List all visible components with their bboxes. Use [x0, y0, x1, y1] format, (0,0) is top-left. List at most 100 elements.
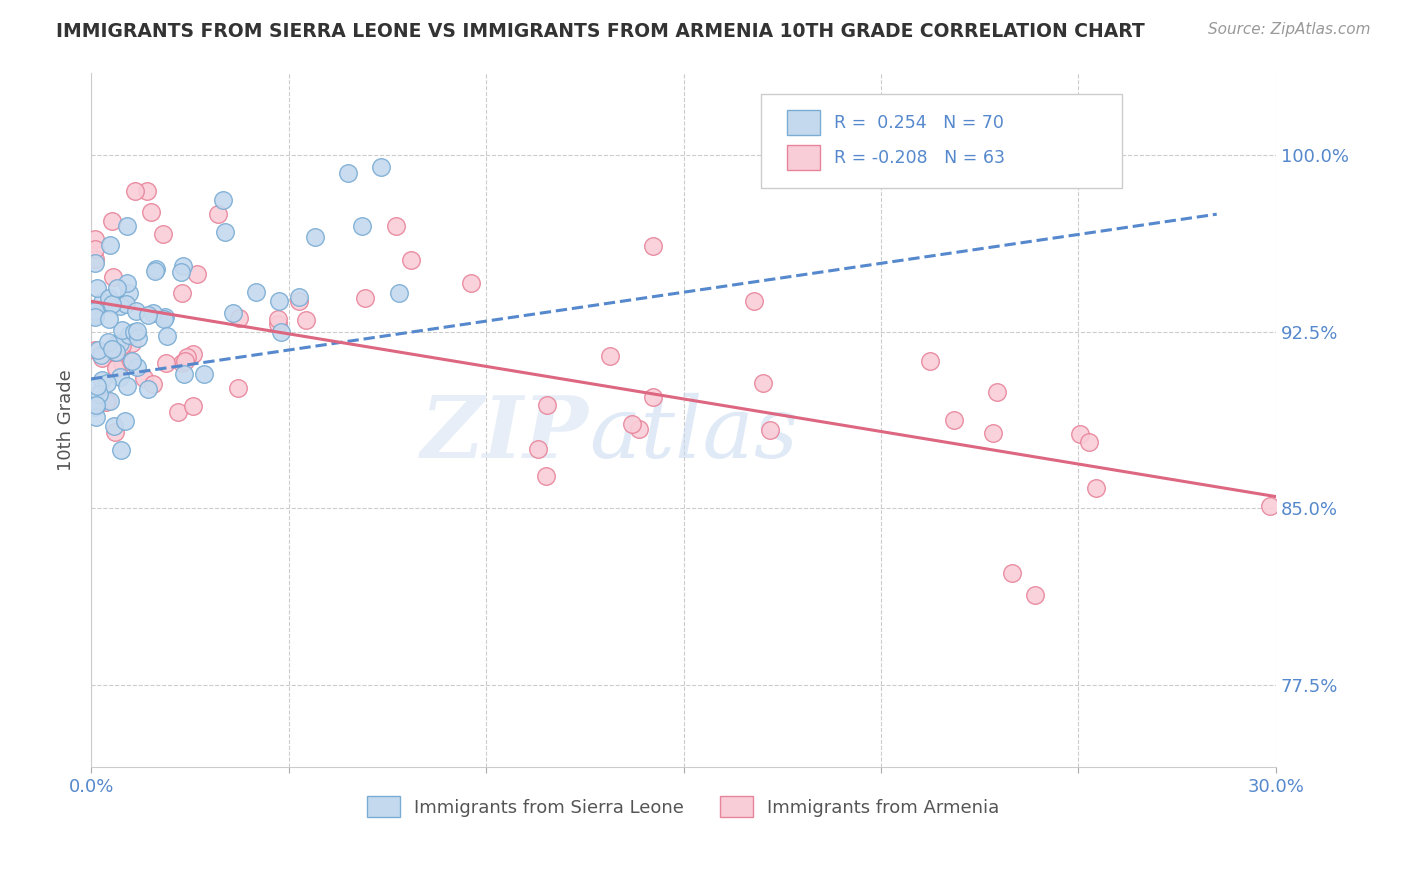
Point — [207, 207, 229, 221]
Point — [214, 226, 236, 240]
Point — [1069, 426, 1091, 441]
Point — [460, 277, 482, 291]
Point — [101, 297, 124, 311]
Point — [385, 219, 408, 233]
Point — [115, 219, 138, 234]
Point — [105, 337, 128, 351]
Point — [90, 351, 112, 365]
Point — [152, 227, 174, 241]
Point — [139, 205, 162, 219]
Point — [155, 356, 177, 370]
Point — [105, 345, 128, 359]
Point — [155, 329, 177, 343]
Point — [352, 219, 374, 233]
Point — [91, 373, 114, 387]
Point — [228, 311, 250, 326]
Bar — [786, 111, 820, 136]
Point — [105, 360, 128, 375]
Point — [211, 193, 233, 207]
Point — [97, 334, 120, 349]
Point — [121, 354, 143, 368]
Point — [1001, 566, 1024, 581]
Point — [98, 238, 121, 252]
Point — [153, 311, 176, 326]
Point — [173, 367, 195, 381]
Point — [121, 335, 143, 350]
Point — [114, 414, 136, 428]
Point — [170, 265, 193, 279]
Point — [90, 349, 112, 363]
Point — [110, 369, 132, 384]
Point — [920, 354, 942, 368]
Point — [145, 264, 167, 278]
Point — [84, 242, 107, 256]
Point — [86, 409, 108, 424]
Point — [267, 312, 290, 326]
Point — [115, 296, 138, 310]
Point — [111, 323, 134, 337]
Point — [172, 356, 194, 370]
Point — [84, 307, 107, 321]
Point — [245, 285, 267, 300]
Point — [86, 379, 108, 393]
Point — [181, 399, 204, 413]
Point — [124, 325, 146, 339]
Text: R =  0.254   N = 70: R = 0.254 N = 70 — [834, 114, 1004, 132]
Point — [86, 397, 108, 411]
Point — [599, 349, 621, 363]
Point — [84, 401, 107, 415]
Point — [104, 344, 127, 359]
Point — [101, 343, 124, 357]
Point — [111, 356, 134, 370]
Point — [986, 385, 1008, 400]
Point — [84, 256, 107, 270]
Text: atlas: atlas — [589, 392, 797, 475]
Point — [294, 313, 316, 327]
Point — [90, 294, 112, 309]
Point — [288, 294, 311, 309]
Point — [103, 270, 125, 285]
Point — [97, 312, 120, 326]
Point — [84, 303, 107, 318]
Point — [127, 331, 149, 345]
Point — [176, 350, 198, 364]
Point — [120, 354, 142, 368]
Point — [132, 371, 155, 385]
Point — [153, 310, 176, 324]
Point — [89, 387, 111, 401]
Point — [118, 285, 141, 300]
Point — [181, 347, 204, 361]
Point — [621, 417, 644, 431]
Point — [304, 230, 326, 244]
Point — [742, 293, 765, 308]
Point — [627, 422, 650, 436]
Point — [110, 442, 132, 457]
Point — [1260, 499, 1282, 513]
Point — [527, 442, 550, 457]
Point — [96, 376, 118, 390]
Point — [172, 259, 194, 273]
Point — [388, 286, 411, 301]
Point — [84, 309, 107, 323]
Point — [186, 267, 208, 281]
Point — [127, 324, 149, 338]
Point — [96, 393, 118, 408]
Point — [136, 184, 159, 198]
Point — [1085, 481, 1108, 495]
Point — [84, 252, 107, 266]
Point — [1078, 434, 1101, 449]
Point — [125, 359, 148, 374]
Y-axis label: 10th Grade: 10th Grade — [58, 369, 75, 471]
Text: R = -0.208   N = 63: R = -0.208 N = 63 — [834, 149, 1005, 167]
Point — [86, 281, 108, 295]
Point — [101, 213, 124, 227]
Point — [97, 291, 120, 305]
Point — [942, 413, 965, 427]
Point — [145, 262, 167, 277]
Point — [84, 232, 107, 246]
Point — [336, 165, 359, 179]
Point — [118, 327, 141, 342]
Point — [752, 376, 775, 390]
Point — [193, 367, 215, 381]
Point — [98, 393, 121, 408]
